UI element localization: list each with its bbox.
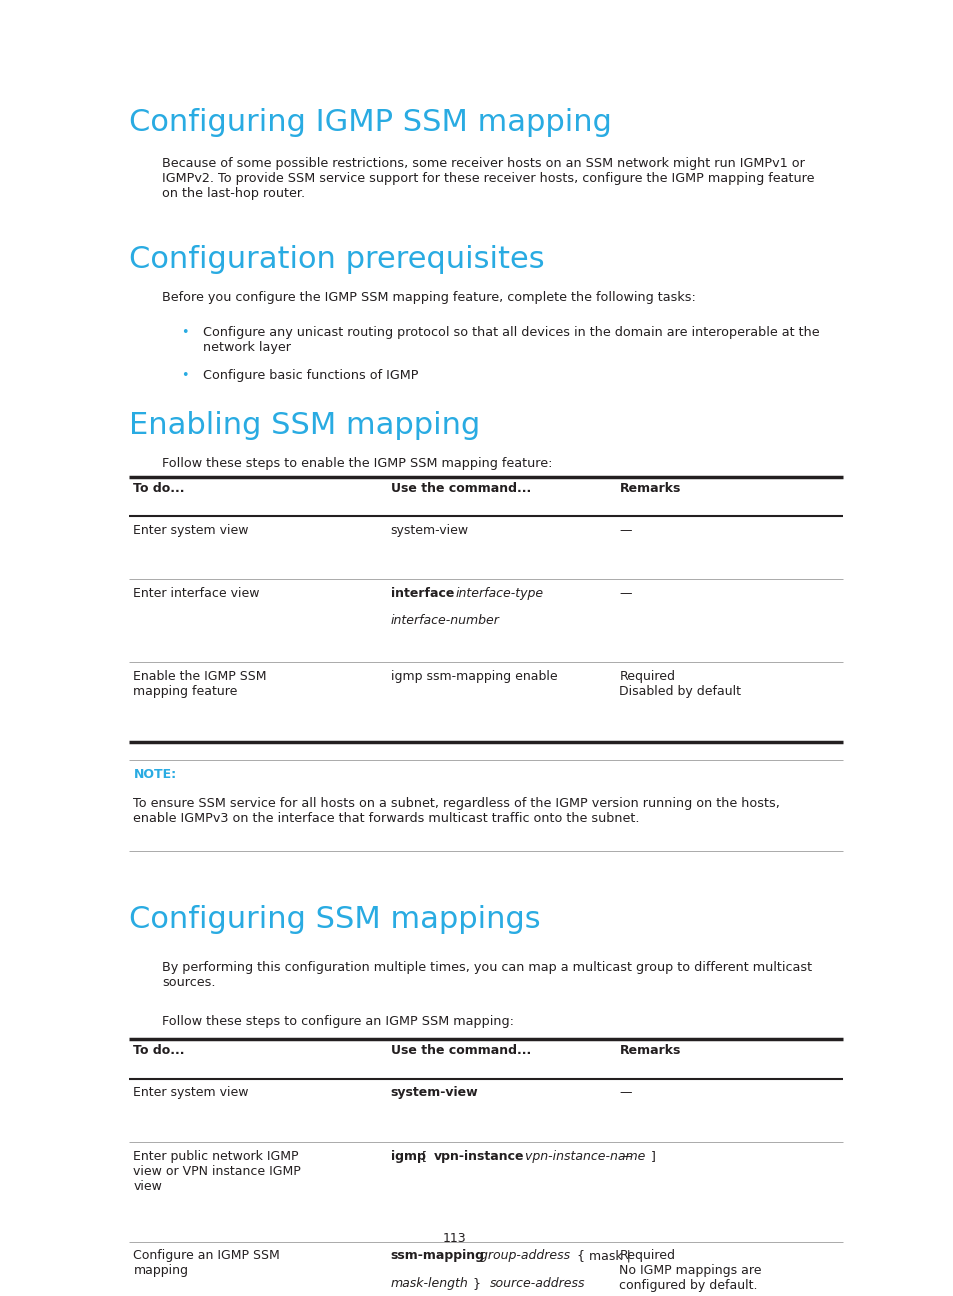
Text: —: — xyxy=(618,1150,631,1163)
Text: ]: ] xyxy=(646,1150,656,1163)
Text: Configuration prerequisites: Configuration prerequisites xyxy=(129,245,544,275)
Text: —: — xyxy=(618,1086,631,1099)
Text: }: } xyxy=(468,1277,484,1290)
Text: Enable the IGMP SSM
mapping feature: Enable the IGMP SSM mapping feature xyxy=(133,670,267,699)
Text: mask-length: mask-length xyxy=(391,1277,468,1290)
Text: NOTE:: NOTE: xyxy=(133,767,176,781)
Text: system-view: system-view xyxy=(391,524,468,537)
Text: To ensure SSM service for all hosts on a subnet, regardless of the IGMP version : To ensure SSM service for all hosts on a… xyxy=(133,797,780,826)
Text: { mask |: { mask | xyxy=(572,1249,630,1262)
Text: Required
No IGMP mappings are
configured by default.: Required No IGMP mappings are configured… xyxy=(618,1249,761,1292)
Text: Because of some possible restrictions, some receiver hosts on an SSM network mig: Because of some possible restrictions, s… xyxy=(162,157,814,201)
Text: Before you configure the IGMP SSM mapping feature, complete the following tasks:: Before you configure the IGMP SSM mappin… xyxy=(162,292,695,305)
Text: To do...: To do... xyxy=(133,482,185,495)
Text: By performing this configuration multiple times, you can map a multicast group t: By performing this configuration multipl… xyxy=(162,962,811,989)
Text: Enter public network IGMP
view or VPN instance IGMP
view: Enter public network IGMP view or VPN in… xyxy=(133,1150,301,1192)
Text: Follow these steps to configure an IGMP SSM mapping:: Follow these steps to configure an IGMP … xyxy=(162,1015,514,1028)
Text: Configure any unicast routing protocol so that all devices in the domain are int: Configure any unicast routing protocol s… xyxy=(203,327,819,354)
Text: Enter system view: Enter system view xyxy=(133,524,249,537)
Text: Configure basic functions of IGMP: Configure basic functions of IGMP xyxy=(203,369,418,382)
Text: interface: interface xyxy=(391,587,458,600)
Text: •: • xyxy=(181,327,189,340)
Text: Enter system view: Enter system view xyxy=(133,1086,249,1099)
Text: igmp ssm-mapping enable: igmp ssm-mapping enable xyxy=(391,670,557,683)
Text: interface-type: interface-type xyxy=(455,587,543,600)
Text: Configuring IGMP SSM mapping: Configuring IGMP SSM mapping xyxy=(129,109,611,137)
Text: Use the command...: Use the command... xyxy=(391,482,531,495)
Text: —: — xyxy=(618,587,631,600)
Text: To do...: To do... xyxy=(133,1045,185,1058)
Text: Remarks: Remarks xyxy=(618,1045,680,1058)
Text: ssm-mapping: ssm-mapping xyxy=(391,1249,484,1262)
Text: •: • xyxy=(181,369,189,382)
Text: Use the command...: Use the command... xyxy=(391,1045,531,1058)
Text: igmp: igmp xyxy=(391,1150,425,1163)
Text: Configure an IGMP SSM
mapping: Configure an IGMP SSM mapping xyxy=(133,1249,280,1278)
Text: 113: 113 xyxy=(442,1232,466,1245)
Text: Remarks: Remarks xyxy=(618,482,680,495)
Text: vpn-instance: vpn-instance xyxy=(433,1150,523,1163)
Text: Required
Disabled by default: Required Disabled by default xyxy=(618,670,740,699)
Text: Follow these steps to enable the IGMP SSM mapping feature:: Follow these steps to enable the IGMP SS… xyxy=(162,457,552,470)
Text: system-view: system-view xyxy=(391,1086,477,1099)
Text: interface-number: interface-number xyxy=(391,614,499,627)
Text: [: [ xyxy=(422,1150,431,1163)
Text: vpn-instance-name: vpn-instance-name xyxy=(520,1150,645,1163)
Text: source-address: source-address xyxy=(489,1277,585,1290)
Text: group-address: group-address xyxy=(476,1249,570,1262)
Text: Enter interface view: Enter interface view xyxy=(133,587,259,600)
Text: Enabling SSM mapping: Enabling SSM mapping xyxy=(129,411,479,441)
Text: Configuring SSM mappings: Configuring SSM mappings xyxy=(129,905,539,933)
Text: —: — xyxy=(618,524,631,537)
